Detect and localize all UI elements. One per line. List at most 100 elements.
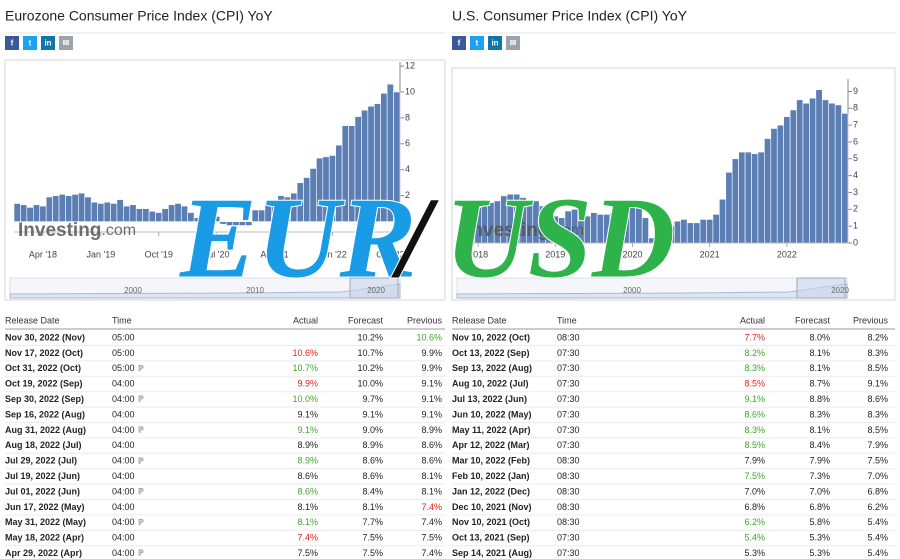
share-button[interactable] — [23, 36, 37, 50]
table-cell: 9.7% — [362, 394, 383, 404]
share-button[interactable] — [488, 36, 502, 50]
y-tick-label: 2 — [405, 190, 410, 200]
x-tick-label: 2019 — [545, 249, 565, 259]
release-date: Mar 10, 2022 (Feb) — [452, 456, 530, 466]
share-button[interactable] — [506, 36, 520, 50]
share-button[interactable] — [5, 36, 19, 50]
y-tick-label: 3 — [853, 187, 858, 197]
table-cell: 08:30 — [557, 517, 580, 527]
table-cell: 9.1% — [744, 394, 765, 404]
navigator-window[interactable] — [349, 277, 399, 299]
table-cell: 8.5% — [867, 363, 888, 373]
share-icon[interactable]: f — [11, 39, 14, 48]
bar — [129, 204, 137, 222]
share-button[interactable] — [452, 36, 466, 50]
table-cell: 9.1% — [421, 394, 442, 404]
table-cell: 7.0% — [744, 486, 765, 496]
share-icon[interactable]: ✉ — [510, 39, 517, 48]
table-cell: 9.1% — [421, 379, 442, 389]
table-cell: 10.0% — [292, 394, 318, 404]
share-icon[interactable]: t — [29, 39, 32, 48]
release-date: Apr 12, 2022 (Mar) — [452, 440, 530, 450]
share-icon[interactable]: in — [491, 39, 498, 48]
bar — [776, 124, 784, 244]
share-icon[interactable]: t — [476, 39, 479, 48]
table-cell: 07:30 — [557, 425, 580, 435]
share-button[interactable] — [59, 36, 73, 50]
table-cell: 7.4% — [421, 502, 442, 512]
table-cell: 5.3% — [809, 548, 830, 558]
table-cell: 8.1% — [809, 363, 830, 373]
table-cell: 10.6% — [292, 348, 318, 358]
table-cell: 07:30 — [557, 394, 580, 404]
bar — [770, 128, 778, 244]
column-header: Time — [112, 315, 132, 325]
release-date: Sep 16, 2022 (Aug) — [5, 409, 85, 419]
table-cell: 10.0% — [357, 379, 383, 389]
bar — [13, 203, 21, 222]
bar — [168, 204, 176, 222]
table-cell: 8.7% — [809, 379, 830, 389]
table-cell: 5.8% — [809, 517, 830, 527]
table-cell: 8.1% — [809, 425, 830, 435]
table-cell: 7.5% — [362, 533, 383, 543]
y-tick-label: 6 — [405, 138, 410, 148]
share-icon[interactable]: ✉ — [63, 39, 70, 48]
table-cell: 7.5% — [362, 548, 383, 558]
bar — [116, 199, 124, 222]
share-icon[interactable]: f — [458, 39, 461, 48]
watermark-part: .com — [101, 222, 136, 239]
table-cell: 04:00 — [112, 379, 135, 389]
table-cell: 5.3% — [744, 548, 765, 558]
table-cell: 7.3% — [809, 471, 830, 481]
bar — [712, 214, 720, 244]
release-date: Jul 19, 2022 (Jun) — [5, 471, 80, 481]
share-button[interactable] — [470, 36, 484, 50]
table-cell: 6.2% — [744, 517, 765, 527]
preliminary-icon: ℙ — [138, 364, 144, 373]
table-cell: 08:30 — [557, 332, 580, 342]
bar — [815, 89, 823, 244]
bar — [751, 153, 759, 244]
watermark: Investing.com — [18, 220, 136, 241]
panel-title: U.S. Consumer Price Index (CPI) YoY — [452, 8, 688, 24]
y-tick-label: 0 — [405, 216, 410, 226]
table-cell: 08:30 — [557, 486, 580, 496]
y-tick-label: 8 — [853, 103, 858, 113]
bar — [821, 99, 829, 244]
navigator-window[interactable] — [796, 277, 846, 299]
x-tick-label: Oct '22 — [376, 249, 404, 259]
table-cell: 8.5% — [744, 440, 765, 450]
preliminary-icon: ℙ — [138, 456, 144, 465]
release-date: Sep 30, 2022 (Sep) — [5, 394, 84, 404]
table-cell: 8.5% — [867, 425, 888, 435]
bar — [161, 208, 169, 222]
release-date: Jul 29, 2022 (Jul) — [5, 456, 77, 466]
table-cell: 8.2% — [744, 348, 765, 358]
share-icon[interactable]: in — [44, 39, 51, 48]
column-header: Release Date — [5, 315, 60, 325]
table-cell: 6.8% — [744, 502, 765, 512]
table-cell: 8.6% — [421, 456, 442, 466]
watermark-part: Investing — [18, 220, 101, 241]
release-date: Apr 29, 2022 (Apr) — [5, 548, 82, 558]
bar — [706, 219, 714, 244]
bar — [841, 113, 849, 244]
column-header: Time — [557, 315, 577, 325]
share-button[interactable] — [41, 36, 55, 50]
table-cell: 8.1% — [297, 517, 318, 527]
table-cell: 8.3% — [744, 363, 765, 373]
table-cell: 10.7% — [357, 348, 383, 358]
table-cell: 5.4% — [744, 533, 765, 543]
table-cell: 8.0% — [809, 332, 830, 342]
x-tick-label: Apr '18 — [29, 249, 57, 259]
x-tick-label: Jan '19 — [86, 249, 115, 259]
bar — [673, 220, 682, 244]
bar — [123, 205, 131, 222]
table-cell: 08:30 — [557, 471, 580, 481]
y-tick-label: 2 — [853, 204, 858, 214]
table-cell: 7.5% — [297, 548, 318, 558]
table-cell: 8.9% — [362, 440, 383, 450]
table-cell: 6.8% — [867, 486, 888, 496]
table-cell: 9.1% — [867, 379, 888, 389]
